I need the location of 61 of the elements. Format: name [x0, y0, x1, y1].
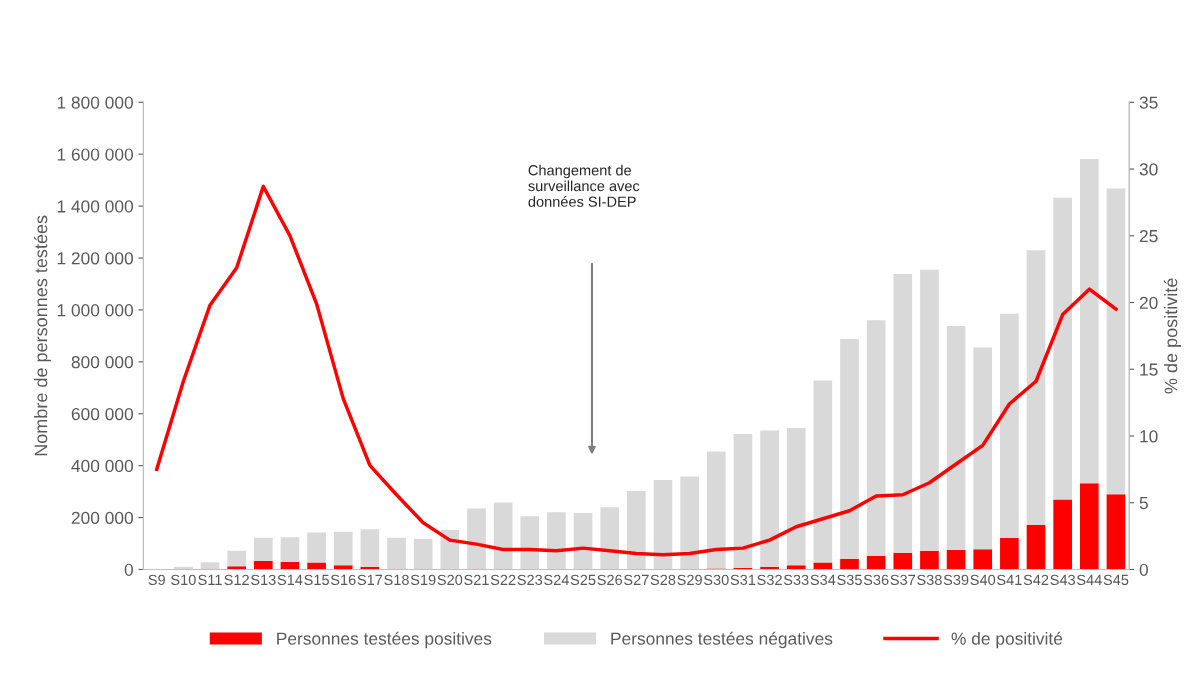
x-tick-label: S24 — [544, 574, 569, 586]
x-tick-label: S17 — [357, 574, 383, 586]
y-tick-label: 0 — [124, 563, 133, 576]
y-tick-label: 600 000 — [71, 407, 134, 421]
y2-tick-label: 5 — [1139, 497, 1148, 510]
y-tick-label: 1 200 000 — [57, 252, 134, 265]
x-tick-label: S32 — [757, 574, 782, 586]
x-tick-label: S25 — [570, 574, 596, 586]
x-tick-label: S35 — [837, 574, 862, 586]
x-tick-label: S9 — [148, 574, 165, 586]
x-tick-label: S45 — [1103, 574, 1129, 586]
x-tick-label: S36 — [863, 574, 889, 586]
y-tick-label: 1 000 000 — [57, 304, 134, 317]
y2-tick-label: 35 — [1139, 96, 1158, 109]
x-tick-label: S23 — [517, 574, 543, 586]
x-tick-label: S21 — [464, 574, 489, 586]
x-tick-label: S11 — [198, 574, 222, 586]
y2-tick-label: 15 — [1140, 363, 1158, 376]
x-tick-label: S38 — [917, 574, 942, 586]
x-tick-label: S10 — [171, 574, 196, 586]
legend-label: Personnes testées positives — [277, 631, 492, 649]
x-tick-label: S37 — [890, 574, 916, 586]
x-tick-label: S33 — [783, 574, 809, 586]
x-tick-label: S43 — [1050, 574, 1075, 586]
x-tick-label: S29 — [677, 574, 702, 586]
x-tick-label: S14 — [277, 574, 303, 586]
x-tick-label: S30 — [703, 574, 729, 586]
x-tick-label: S39 — [943, 574, 969, 586]
x-tick-label: S16 — [330, 574, 356, 586]
y-tick-label: 400 000 — [71, 459, 134, 473]
y-tick-label: 800 000 — [71, 356, 134, 369]
x-tick-label: S26 — [597, 574, 623, 586]
legend-label: % de positivité — [951, 631, 1063, 649]
x-tick-label: S28 — [650, 574, 676, 586]
y2-tick-label: 10 — [1140, 430, 1158, 443]
x-tick-label: S40 — [970, 574, 996, 586]
y-tick-label: 200 000 — [71, 511, 134, 525]
x-tick-label: S13 — [250, 574, 276, 586]
x-tick-label: S18 — [384, 574, 409, 586]
y2-tick-label: 25 — [1139, 229, 1158, 243]
x-tick-label: S15 — [304, 574, 329, 586]
y-tick-label: 1 400 000 — [57, 200, 134, 213]
y2-tick-label: 30 — [1139, 163, 1158, 176]
y2-axis-title: % de positivité — [1163, 278, 1181, 394]
legend-label: Personnes testées négatives — [611, 631, 833, 649]
x-tick-label: S12 — [224, 574, 249, 586]
x-tick-label: S27 — [624, 574, 649, 586]
y-axis-title: Nombre de personnes testées — [33, 215, 51, 456]
x-tick-label: S34 — [810, 574, 836, 586]
y-tick-label: 1 600 000 — [57, 148, 134, 161]
x-tick-label: S19 — [410, 574, 436, 586]
x-tick-label: S44 — [1077, 574, 1102, 586]
y-tick-label: 1 800 000 — [57, 96, 134, 109]
y2-tick-label: 0 — [1139, 563, 1148, 576]
x-tick-label: S20 — [437, 574, 463, 586]
x-tick-label: S41 — [997, 574, 1022, 586]
y2-tick-label: 20 — [1139, 296, 1158, 309]
annotation: Changement de surveillance avec données SI-DEP — [528, 164, 640, 207]
x-tick-label: S31 — [730, 574, 756, 586]
x-tick-label: S22 — [490, 574, 516, 586]
x-tick-label: S42 — [1023, 574, 1049, 586]
